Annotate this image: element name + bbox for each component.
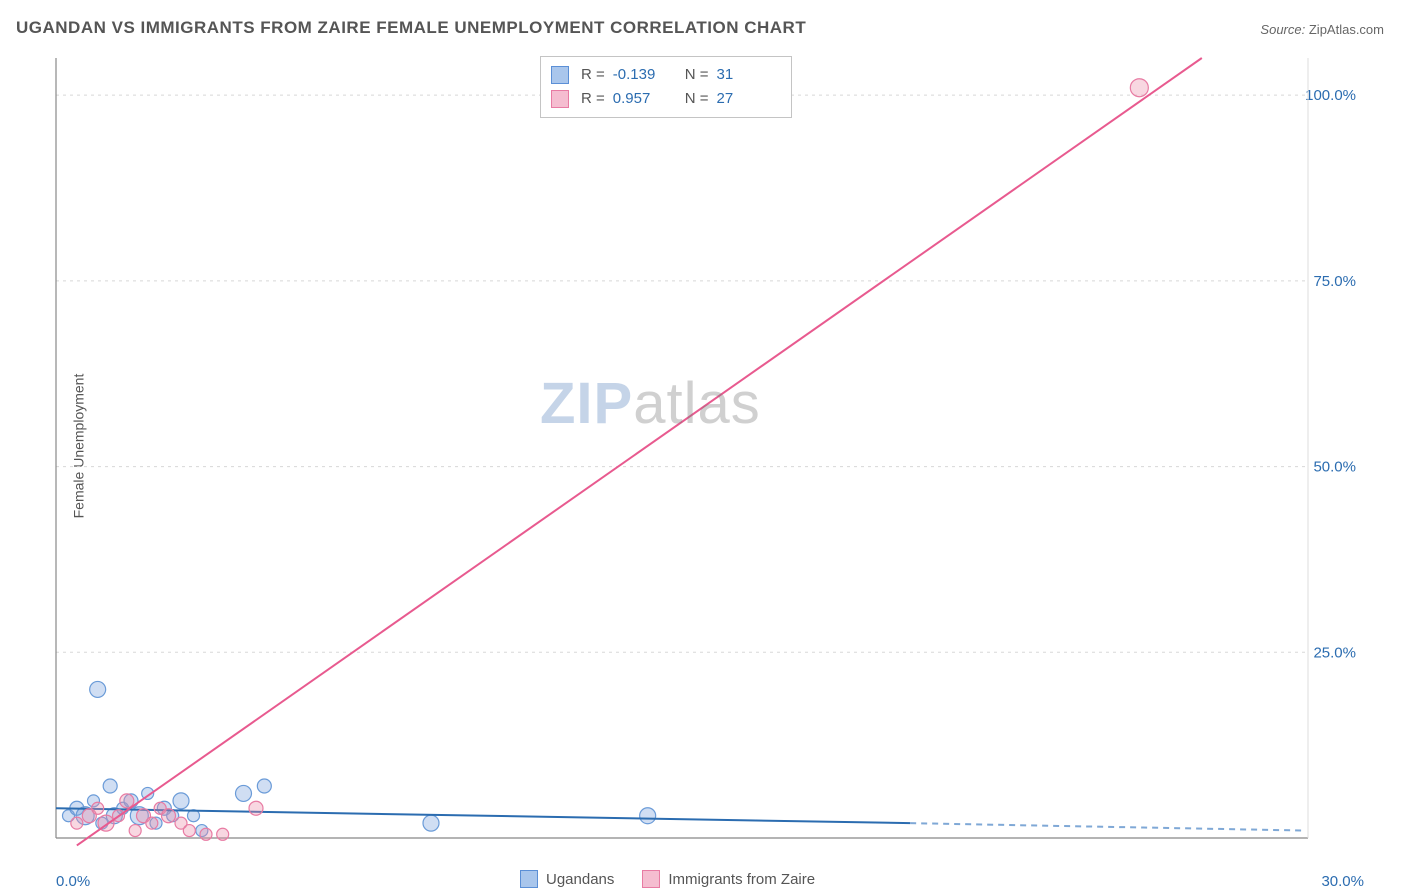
r-label: R =: [581, 63, 605, 87]
svg-text:75.0%: 75.0%: [1313, 273, 1356, 290]
chart-svg: 25.0% 50.0% 75.0% 100.0%: [48, 50, 1364, 860]
source-attribution: Source: ZipAtlas.com: [1260, 22, 1384, 37]
r-value-ugandans: -0.139: [613, 63, 663, 87]
series-legend: Ugandans Immigrants from Zaire: [520, 870, 815, 888]
svg-text:50.0%: 50.0%: [1313, 459, 1356, 476]
r-label: R =: [581, 87, 605, 111]
svg-text:100.0%: 100.0%: [1305, 87, 1356, 104]
source-value: ZipAtlas.com: [1309, 22, 1384, 37]
correlation-row-zaire: R = 0.957 N = 27: [551, 87, 777, 111]
n-label: N =: [685, 87, 709, 111]
correlation-row-ugandans: R = -0.139 N = 31: [551, 63, 777, 87]
svg-text:25.0%: 25.0%: [1313, 644, 1356, 661]
r-value-zaire: 0.957: [613, 87, 663, 111]
source-label: Source:: [1260, 22, 1305, 37]
chart-plot-area: 25.0%50.0%75.0%100.0%: [48, 50, 1308, 860]
legend-item-ugandans: Ugandans: [520, 870, 614, 888]
n-value-zaire: 27: [717, 87, 767, 111]
swatch-ugandans: [551, 66, 569, 84]
correlation-legend: R = -0.139 N = 31 R = 0.957 N = 27: [540, 56, 792, 118]
chart-title: UGANDAN VS IMMIGRANTS FROM ZAIRE FEMALE …: [16, 18, 806, 38]
swatch-zaire: [551, 90, 569, 108]
x-tick-min: 0.0%: [56, 873, 90, 890]
legend-label-ugandans: Ugandans: [546, 871, 614, 888]
n-label: N =: [685, 63, 709, 87]
legend-swatch-ugandans: [520, 870, 538, 888]
n-value-ugandans: 31: [717, 63, 767, 87]
x-tick-max: 30.0%: [1321, 873, 1364, 890]
legend-label-zaire: Immigrants from Zaire: [668, 871, 815, 888]
legend-item-zaire: Immigrants from Zaire: [642, 870, 815, 888]
legend-swatch-zaire: [642, 870, 660, 888]
